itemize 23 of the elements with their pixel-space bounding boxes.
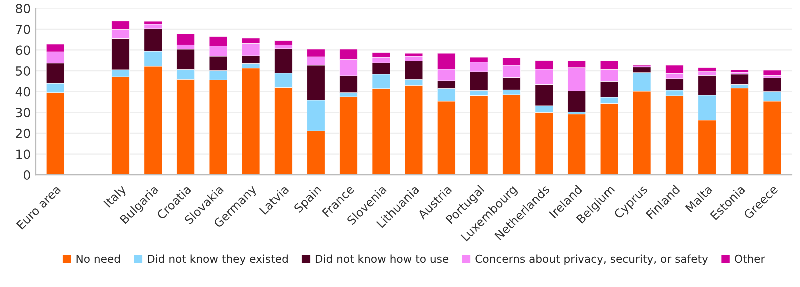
y-tick-label: 40 <box>16 87 30 97</box>
bar <box>274 40 293 46</box>
bar <box>242 68 260 176</box>
legend-label: No need <box>76 254 120 264</box>
bar <box>176 34 196 46</box>
bar <box>730 88 750 176</box>
y-tick-label: 30 <box>16 108 30 118</box>
y-tick-label: 60 <box>16 46 30 56</box>
legend-label: Other <box>735 254 766 264</box>
y-tick-label: 10 <box>16 150 30 160</box>
y-tick-label: 50 <box>16 66 30 76</box>
legend-label: Did not know how to use <box>316 254 449 264</box>
bar <box>763 70 782 76</box>
bar <box>340 96 358 176</box>
bar <box>502 94 521 176</box>
y-tick-label: 20 <box>16 128 30 138</box>
bar <box>698 68 716 72</box>
bar <box>568 114 586 176</box>
legend-label: Concerns about privacy, security, or safety <box>476 254 708 266</box>
y-tick-label: 70 <box>16 24 30 34</box>
y-tick-label: 0 <box>24 170 30 180</box>
legend-label: Did not know they existed <box>148 254 288 266</box>
y-tick-label: 80 <box>16 4 30 14</box>
